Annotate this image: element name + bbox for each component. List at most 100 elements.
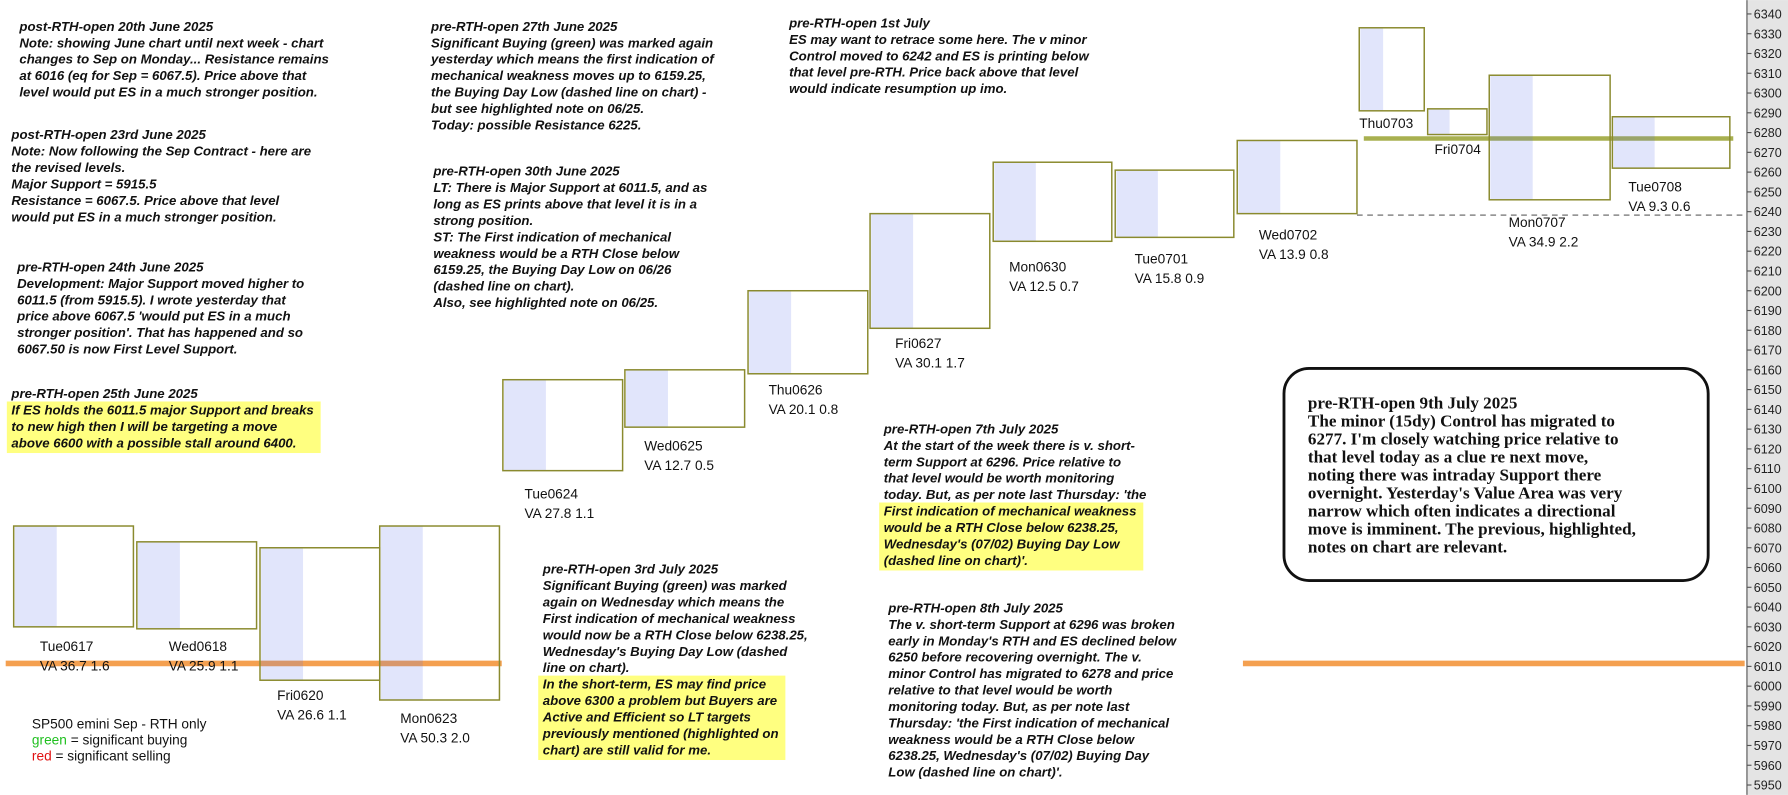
session-value-area: VA 20.1 0.8 xyxy=(769,402,839,417)
note-line: weakness would be a RTH Close below xyxy=(888,732,1135,747)
session-label: Wed0625 xyxy=(644,439,703,454)
note-line: (dashed line on chart)'. xyxy=(884,553,1028,568)
legend-word: green xyxy=(32,733,67,748)
session-box xyxy=(1114,169,1235,239)
note-highlight xyxy=(538,675,786,761)
session-profile xyxy=(504,379,546,471)
session-value-area: VA 15.8 0.9 xyxy=(1135,271,1205,286)
note-title: post-RTH-open 23rd June 2025 xyxy=(10,127,206,142)
session-profile xyxy=(994,162,1036,242)
y-tick-label: 6120 xyxy=(1754,442,1782,456)
note-line: (dashed line on chart). xyxy=(433,279,574,294)
session-value-area: VA 34.9 2.2 xyxy=(1509,234,1579,249)
note-line: Active and Efficient so LT targets xyxy=(542,709,751,724)
session-value-area: VA 36.7 1.6 xyxy=(40,659,110,674)
session-profile xyxy=(1613,116,1655,169)
note-highlight xyxy=(879,502,1144,571)
session-label: Thu0626 xyxy=(769,383,823,398)
session-box xyxy=(869,212,991,330)
note-title: pre-RTH-open 9th July 2025 xyxy=(1308,393,1517,412)
note-line: strong position. xyxy=(433,213,533,228)
y-tick-label: 6000 xyxy=(1754,680,1782,694)
session-box xyxy=(1611,116,1731,169)
session-label: Tue0708 xyxy=(1628,180,1682,195)
y-tick-label: 6030 xyxy=(1754,620,1782,634)
note-line: Wednesday's (07/02) Buying Day Low xyxy=(884,536,1120,551)
note-line: Control moved to 6242 and ES is printing… xyxy=(789,48,1089,63)
note-line: above 6300 a problem but Buyers are xyxy=(543,693,777,708)
note-line: 6238.25, Wednesday's (07/02) Buying Day xyxy=(888,748,1149,763)
note-line: ST: The First indication of mechanical xyxy=(433,229,671,244)
note-title: pre-RTH-open 8th July 2025 xyxy=(887,600,1063,615)
note-line: Development: Major Support moved higher … xyxy=(17,276,304,291)
session-value-area: VA 25.9 1.1 xyxy=(169,659,239,674)
y-tick-label: 6330 xyxy=(1754,27,1782,41)
session-profile xyxy=(1238,140,1281,214)
note-title: post-RTH-open 20th June 2025 xyxy=(18,19,213,34)
y-tick-label: 6340 xyxy=(1754,8,1782,22)
y-tick-label: 5950 xyxy=(1754,779,1782,793)
y-tick-label: 6250 xyxy=(1754,185,1782,199)
session-profile xyxy=(1490,75,1533,200)
note-line: to new high then I will be targeting a m… xyxy=(11,419,277,434)
session-label: Tue0617 xyxy=(40,639,93,654)
y-tick-label: 6130 xyxy=(1754,423,1782,437)
y-tick-label: 6180 xyxy=(1754,324,1782,338)
note-line: Wednesday's Buying Day Low (dashed xyxy=(543,644,788,659)
note-line: chart) are still valid for me. xyxy=(543,742,711,757)
note-line: mechanical weakness moves up to 6159.25, xyxy=(431,68,706,83)
note-line: 6250 before recovering overnight. The v. xyxy=(888,650,1141,665)
y-tick-label: 6020 xyxy=(1754,640,1782,654)
session-label: Mon0623 xyxy=(400,711,457,726)
session-profile xyxy=(137,541,180,629)
note-line: Significant Buying (green) was marked xyxy=(543,578,788,593)
session-box xyxy=(136,541,258,630)
note-line: The v. short-term Support at 6296 was br… xyxy=(888,617,1174,632)
session-box xyxy=(502,378,624,472)
note-line: today. But, as per note last Thursday: '… xyxy=(884,487,1147,502)
note-line: Today: possible Resistance 6225. xyxy=(431,117,641,132)
y-tick-label: 6210 xyxy=(1754,265,1782,279)
note-line: the revised levels. xyxy=(11,160,125,175)
y-tick-label: 6260 xyxy=(1754,166,1782,180)
session-profile xyxy=(380,526,423,700)
note-line: narrow which often indicates a direction… xyxy=(1308,501,1616,520)
y-tick-label: 6280 xyxy=(1754,126,1782,140)
session-value-area: VA 26.6 1.1 xyxy=(277,708,347,723)
y-tick-label: 6090 xyxy=(1754,502,1782,516)
session-label: Mon0630 xyxy=(1009,259,1066,274)
legend-word: red xyxy=(32,749,52,764)
note-line: minor Control has migrated to 6278 and p… xyxy=(888,666,1173,681)
session-profile xyxy=(1428,108,1450,135)
y-tick-label: 5960 xyxy=(1754,759,1782,773)
session-label: Mon0707 xyxy=(1509,215,1566,230)
price-axis-background xyxy=(1746,0,1788,795)
y-tick-label: 6170 xyxy=(1754,344,1782,358)
note-title: pre-RTH-open 30th June 2025 xyxy=(432,164,620,179)
note-line: move is imminent. The previous, highligh… xyxy=(1308,519,1636,538)
y-tick-label: 5980 xyxy=(1754,719,1782,733)
note-title: pre-RTH-open 27th June 2025 xyxy=(430,19,618,34)
session-profile xyxy=(261,547,304,681)
session-label: Fri0620 xyxy=(277,688,324,703)
y-tick-label: 6060 xyxy=(1754,561,1782,575)
note-line: The minor (15dy) Control has migrated to xyxy=(1308,411,1615,430)
note-line: 6277. I'm closely watching price relativ… xyxy=(1308,429,1619,448)
legend-text: = significant buying xyxy=(71,733,188,748)
note-line: noting there was intraday Support there xyxy=(1308,465,1602,484)
note-line: changes to Sep on Monday... Resistance r… xyxy=(19,52,329,67)
note-line: 6159.25, the Buying Day Low on 06/26 xyxy=(433,262,672,277)
y-tick-label: 6220 xyxy=(1754,245,1782,259)
note-line: relative to that level would be worth xyxy=(888,683,1112,698)
y-tick-label: 6290 xyxy=(1754,106,1782,120)
y-tick-label: 6230 xyxy=(1754,225,1782,239)
note-line: Thursday: 'the First indication of mecha… xyxy=(888,715,1169,730)
y-tick-label: 5990 xyxy=(1754,699,1782,713)
y-tick-label: 6270 xyxy=(1754,146,1782,160)
note-highlight xyxy=(6,401,321,454)
session-label: Fri0704 xyxy=(1435,142,1482,157)
note-line: In the short-term, ES may find price xyxy=(543,677,766,692)
note-line: Significant Buying (green) was marked ag… xyxy=(431,35,713,50)
session-profile xyxy=(1116,170,1158,238)
